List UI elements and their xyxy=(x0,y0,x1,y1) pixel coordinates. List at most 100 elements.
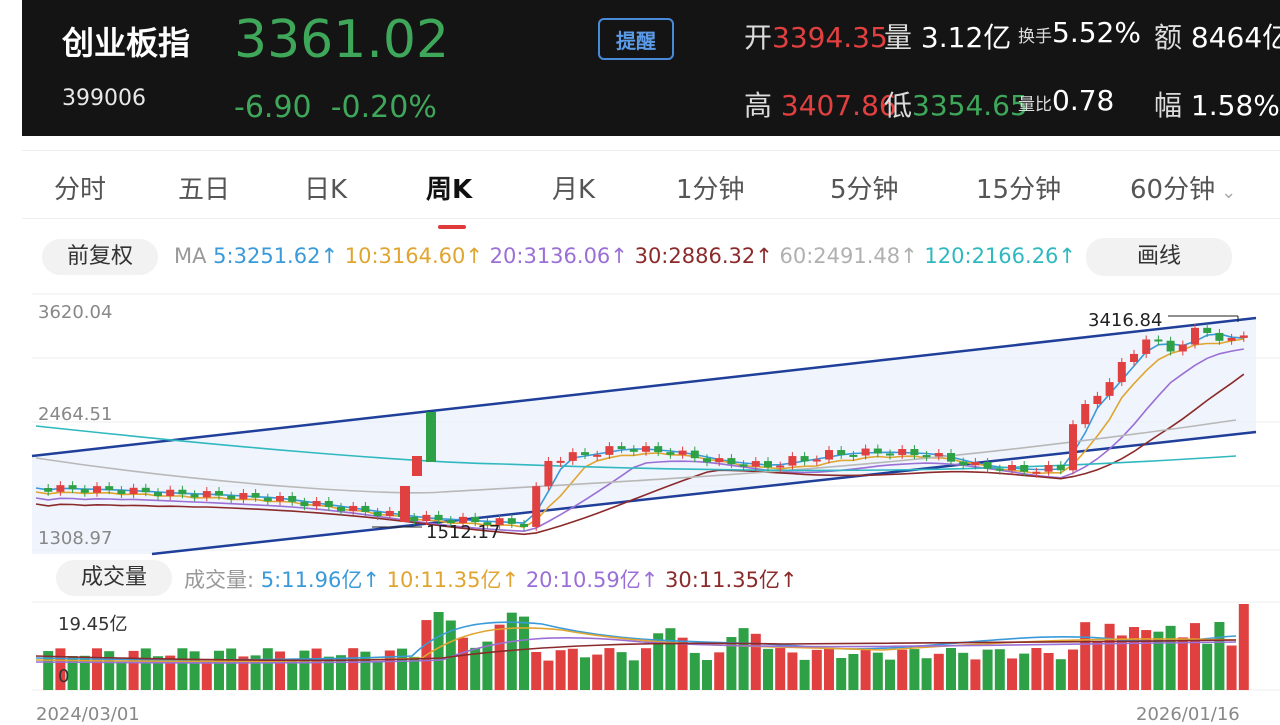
volume-indicator-button[interactable]: 成交量 xyxy=(56,560,172,596)
candle-body xyxy=(739,464,748,467)
candle-body xyxy=(1227,337,1236,341)
ma-legend: MA 5:3251.62↑ 10:3164.60↑ 20:3136.06↑ 30… xyxy=(174,244,1076,268)
candle-body xyxy=(426,412,436,462)
adjust-button[interactable]: 前复权 xyxy=(42,239,158,275)
tab-monthly-k[interactable]: 月K xyxy=(552,175,596,205)
volume-bar xyxy=(1019,653,1030,690)
tabs-divider xyxy=(22,218,1280,219)
volume-bar xyxy=(811,649,822,690)
candle-body xyxy=(1093,395,1102,405)
tab-weekly-k[interactable]: 周K xyxy=(426,175,473,205)
volume-bar xyxy=(140,648,151,690)
candle-body xyxy=(544,460,553,487)
stat-turnover: 换手5.52% xyxy=(1018,16,1141,49)
volume-bar xyxy=(726,637,737,690)
ma-label: MA xyxy=(174,244,207,268)
volume-bar xyxy=(1116,635,1127,690)
candle-body xyxy=(703,458,711,463)
candle-body xyxy=(1056,465,1065,471)
volume-bar xyxy=(909,649,920,690)
candle-body xyxy=(1154,339,1163,342)
candle-body xyxy=(800,456,809,462)
stat-high: 高 3407.86 xyxy=(744,89,897,122)
candle-body xyxy=(861,448,870,456)
ma30-line xyxy=(35,373,1245,536)
volume-bar xyxy=(360,651,371,690)
tab-60min[interactable]: 60分钟 ⌄ xyxy=(1130,175,1237,205)
candle-body xyxy=(556,460,565,463)
candle-body xyxy=(995,468,1004,471)
stat-open: 开3394.35 xyxy=(744,21,888,54)
volume-bar xyxy=(1153,631,1164,690)
candle-body xyxy=(837,450,846,455)
volume-bar xyxy=(262,648,273,690)
volume-bar xyxy=(1226,645,1237,690)
active-tab-indicator xyxy=(438,225,466,229)
volume-bar xyxy=(1068,649,1078,690)
price-axis-top: 3620.04 xyxy=(38,302,113,323)
volume-legend: 成交量: 5:11.96亿↑ 10:11.35亿↑ 20:10.59亿↑ 30:… xyxy=(184,564,798,594)
stat-low: 低3354.65 xyxy=(884,89,1028,122)
candle-body xyxy=(56,485,65,492)
candle-body xyxy=(1081,404,1090,425)
volume-bar xyxy=(970,659,981,690)
vol-ma-20: 20:10.59亿↑ xyxy=(525,568,659,592)
candle-body xyxy=(324,500,333,507)
vol-ma30-line xyxy=(35,639,1237,661)
candle-body xyxy=(1142,339,1151,354)
volume-bar xyxy=(177,648,188,690)
price-axis-bottom: 1308.97 xyxy=(38,528,113,549)
period-tabs: 分时 五日 日K 周K 月K 1分钟 5分钟 15分钟 60分钟 ⌄ xyxy=(22,150,1280,229)
volume-bar xyxy=(689,652,700,690)
index-code: 399006 xyxy=(62,86,146,111)
volume-bar xyxy=(445,620,456,690)
volume-bar xyxy=(628,660,639,690)
tab-intraday[interactable]: 分时 xyxy=(54,175,107,205)
volume-bar xyxy=(1080,622,1091,690)
volume-bar xyxy=(872,652,883,690)
candle-body xyxy=(337,506,345,512)
volume-bar xyxy=(750,633,761,690)
candle-body xyxy=(202,491,211,498)
candle-body xyxy=(190,494,199,498)
tab-five-day[interactable]: 五日 xyxy=(178,175,231,205)
volume-bar xyxy=(1190,623,1200,690)
volume-bar xyxy=(104,651,115,690)
volume-bar xyxy=(1031,648,1042,690)
volume-bar xyxy=(128,650,139,690)
remind-button[interactable]: 提醒 xyxy=(598,18,674,60)
volume-bar xyxy=(1214,622,1225,690)
volume-bar xyxy=(604,648,615,690)
volume-bar xyxy=(250,655,261,690)
draw-line-button[interactable]: 画线 xyxy=(1086,238,1232,276)
candle-body xyxy=(678,450,687,455)
candle-body xyxy=(471,516,480,523)
volume-bar xyxy=(323,656,334,690)
candle-body xyxy=(910,449,919,456)
volume-bar xyxy=(702,659,712,690)
candle-body xyxy=(373,511,382,517)
volume-bar xyxy=(1129,627,1139,690)
volume-bar xyxy=(482,641,493,690)
tab-5min[interactable]: 5分钟 xyxy=(830,175,899,205)
volume-bar xyxy=(519,616,529,690)
volume-bar xyxy=(775,648,786,690)
tab-1min[interactable]: 1分钟 xyxy=(676,175,745,205)
candle-body xyxy=(1166,340,1175,352)
candle-body xyxy=(44,488,53,492)
volume-bar xyxy=(1177,637,1188,690)
vol-ma-10: 10:11.35亿↑ xyxy=(386,568,520,592)
volume-bar xyxy=(738,628,749,690)
tab-15min[interactable]: 15分钟 xyxy=(976,175,1062,205)
candle-body xyxy=(312,500,321,507)
ma60-line xyxy=(35,419,1237,494)
ma120-line xyxy=(35,425,1237,472)
candle-body xyxy=(80,489,89,493)
candle-body xyxy=(1117,362,1126,383)
volume-bar xyxy=(543,660,554,690)
candle-body xyxy=(349,505,358,512)
kline-chart[interactable] xyxy=(22,136,1280,722)
volume-bar xyxy=(494,624,505,690)
tab-daily-k[interactable]: 日K xyxy=(304,175,348,205)
ma-20: 20:3136.06↑ xyxy=(489,244,628,268)
